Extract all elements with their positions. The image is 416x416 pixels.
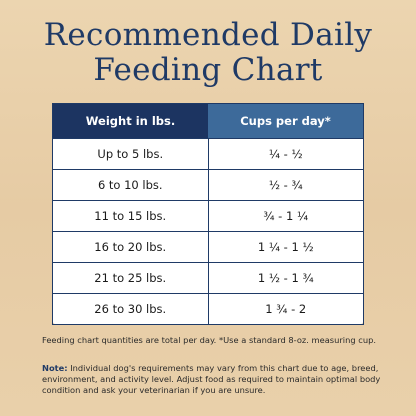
feeding-table: Weight in lbs. Cups per day* Up to 5 lbs…: [52, 103, 364, 325]
footnote: Feeding chart quantities are total per d…: [42, 335, 376, 345]
note: Note: Individual dog's requirements may …: [42, 363, 382, 396]
table-cell: ½ - ¾: [207, 169, 364, 201]
title-line: Recommended Daily: [43, 17, 373, 53]
table-row: 11 to 15 lbs. ¾ - 1 ¼: [52, 200, 364, 232]
table-cell: 1 ¼ - 1 ½: [207, 231, 364, 263]
title: Recommended Daily Feeding Chart: [0, 18, 416, 88]
table-row: 21 to 25 lbs. 1 ½ - 1 ¾: [52, 262, 364, 294]
table-row: Up to 5 lbs. ¼ - ½: [52, 138, 364, 170]
table-row: 16 to 20 lbs. 1 ¼ - 1 ½: [52, 231, 364, 263]
column-header: Weight in lbs.: [52, 103, 208, 139]
table-cell: 1 ½ - 1 ¾: [207, 262, 364, 294]
table-row: 6 to 10 lbs. ½ - ¾: [52, 169, 364, 201]
table-cell: ¼ - ½: [207, 138, 364, 170]
table-row: 26 to 30 lbs. 1 ¾ - 2: [52, 293, 364, 325]
table-cell: 26 to 30 lbs.: [52, 293, 209, 325]
table-cell: ¾ - 1 ¼: [207, 200, 364, 232]
note-text: Individual dog's requirements may vary f…: [42, 363, 381, 395]
note-label: Note:: [42, 363, 68, 373]
title-line: Feeding Chart: [93, 52, 323, 88]
table-cell: 11 to 15 lbs.: [52, 200, 209, 232]
column-header: Cups per day*: [208, 103, 364, 139]
table-cell: 6 to 10 lbs.: [52, 169, 209, 201]
table-cell: 16 to 20 lbs.: [52, 231, 209, 263]
table-cell: 21 to 25 lbs.: [52, 262, 209, 294]
table-cell: 1 ¾ - 2: [207, 293, 364, 325]
table-cell: Up to 5 lbs.: [52, 138, 209, 170]
